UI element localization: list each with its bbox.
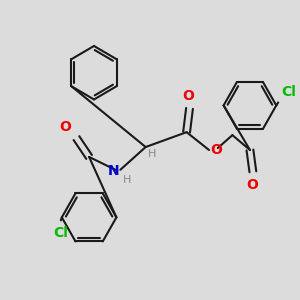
Text: O: O — [246, 178, 258, 192]
Text: O: O — [183, 89, 194, 103]
Text: N: N — [108, 164, 119, 178]
Text: H: H — [123, 175, 132, 185]
Text: O: O — [60, 120, 72, 134]
Text: Cl: Cl — [53, 226, 68, 240]
Text: Cl: Cl — [281, 85, 296, 100]
Text: H: H — [148, 149, 156, 159]
Text: O: O — [210, 143, 222, 157]
